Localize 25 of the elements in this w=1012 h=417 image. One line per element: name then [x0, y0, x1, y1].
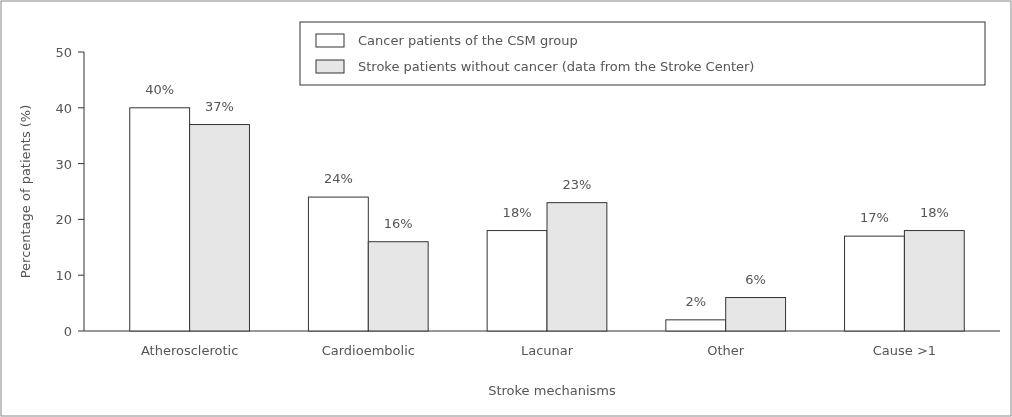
y-tick-label: 10: [55, 268, 72, 284]
data-label: 23%: [562, 176, 592, 192]
data-label: 18%: [502, 204, 532, 220]
x-tick-label: Other: [707, 343, 745, 358]
data-label: 37%: [205, 98, 234, 114]
y-tick-label: 0: [63, 324, 72, 339]
data-label: 40%: [145, 81, 175, 97]
x-tick-label: Lacunar: [520, 343, 574, 358]
x-axis-title: Stroke mechanisms: [488, 383, 617, 398]
data-label: 18%: [919, 204, 949, 220]
data-label: 24%: [323, 171, 353, 187]
y-tick-label: 40: [55, 100, 72, 116]
y-tick-label: 20: [55, 212, 72, 228]
y-tick-label: 30: [55, 156, 72, 172]
y-tick-label: 50: [55, 45, 72, 60]
data-label: 2%: [685, 293, 707, 309]
y-axis-title: Percentage of patients (%): [18, 104, 33, 279]
data-label: 6%: [745, 271, 766, 287]
data-label: 16%: [383, 215, 413, 231]
x-tick-label: Atherosclerotic: [140, 343, 239, 358]
legend-label: Cancer patients of the CSM group: [358, 33, 578, 48]
legend-label: Stroke patients without cancer (data from the Stroke Center): [358, 59, 755, 74]
x-tick-label: Cardioembolic: [321, 343, 415, 358]
x-tick-label: Cause >1: [872, 343, 937, 358]
data-label: 17%: [860, 210, 889, 226]
